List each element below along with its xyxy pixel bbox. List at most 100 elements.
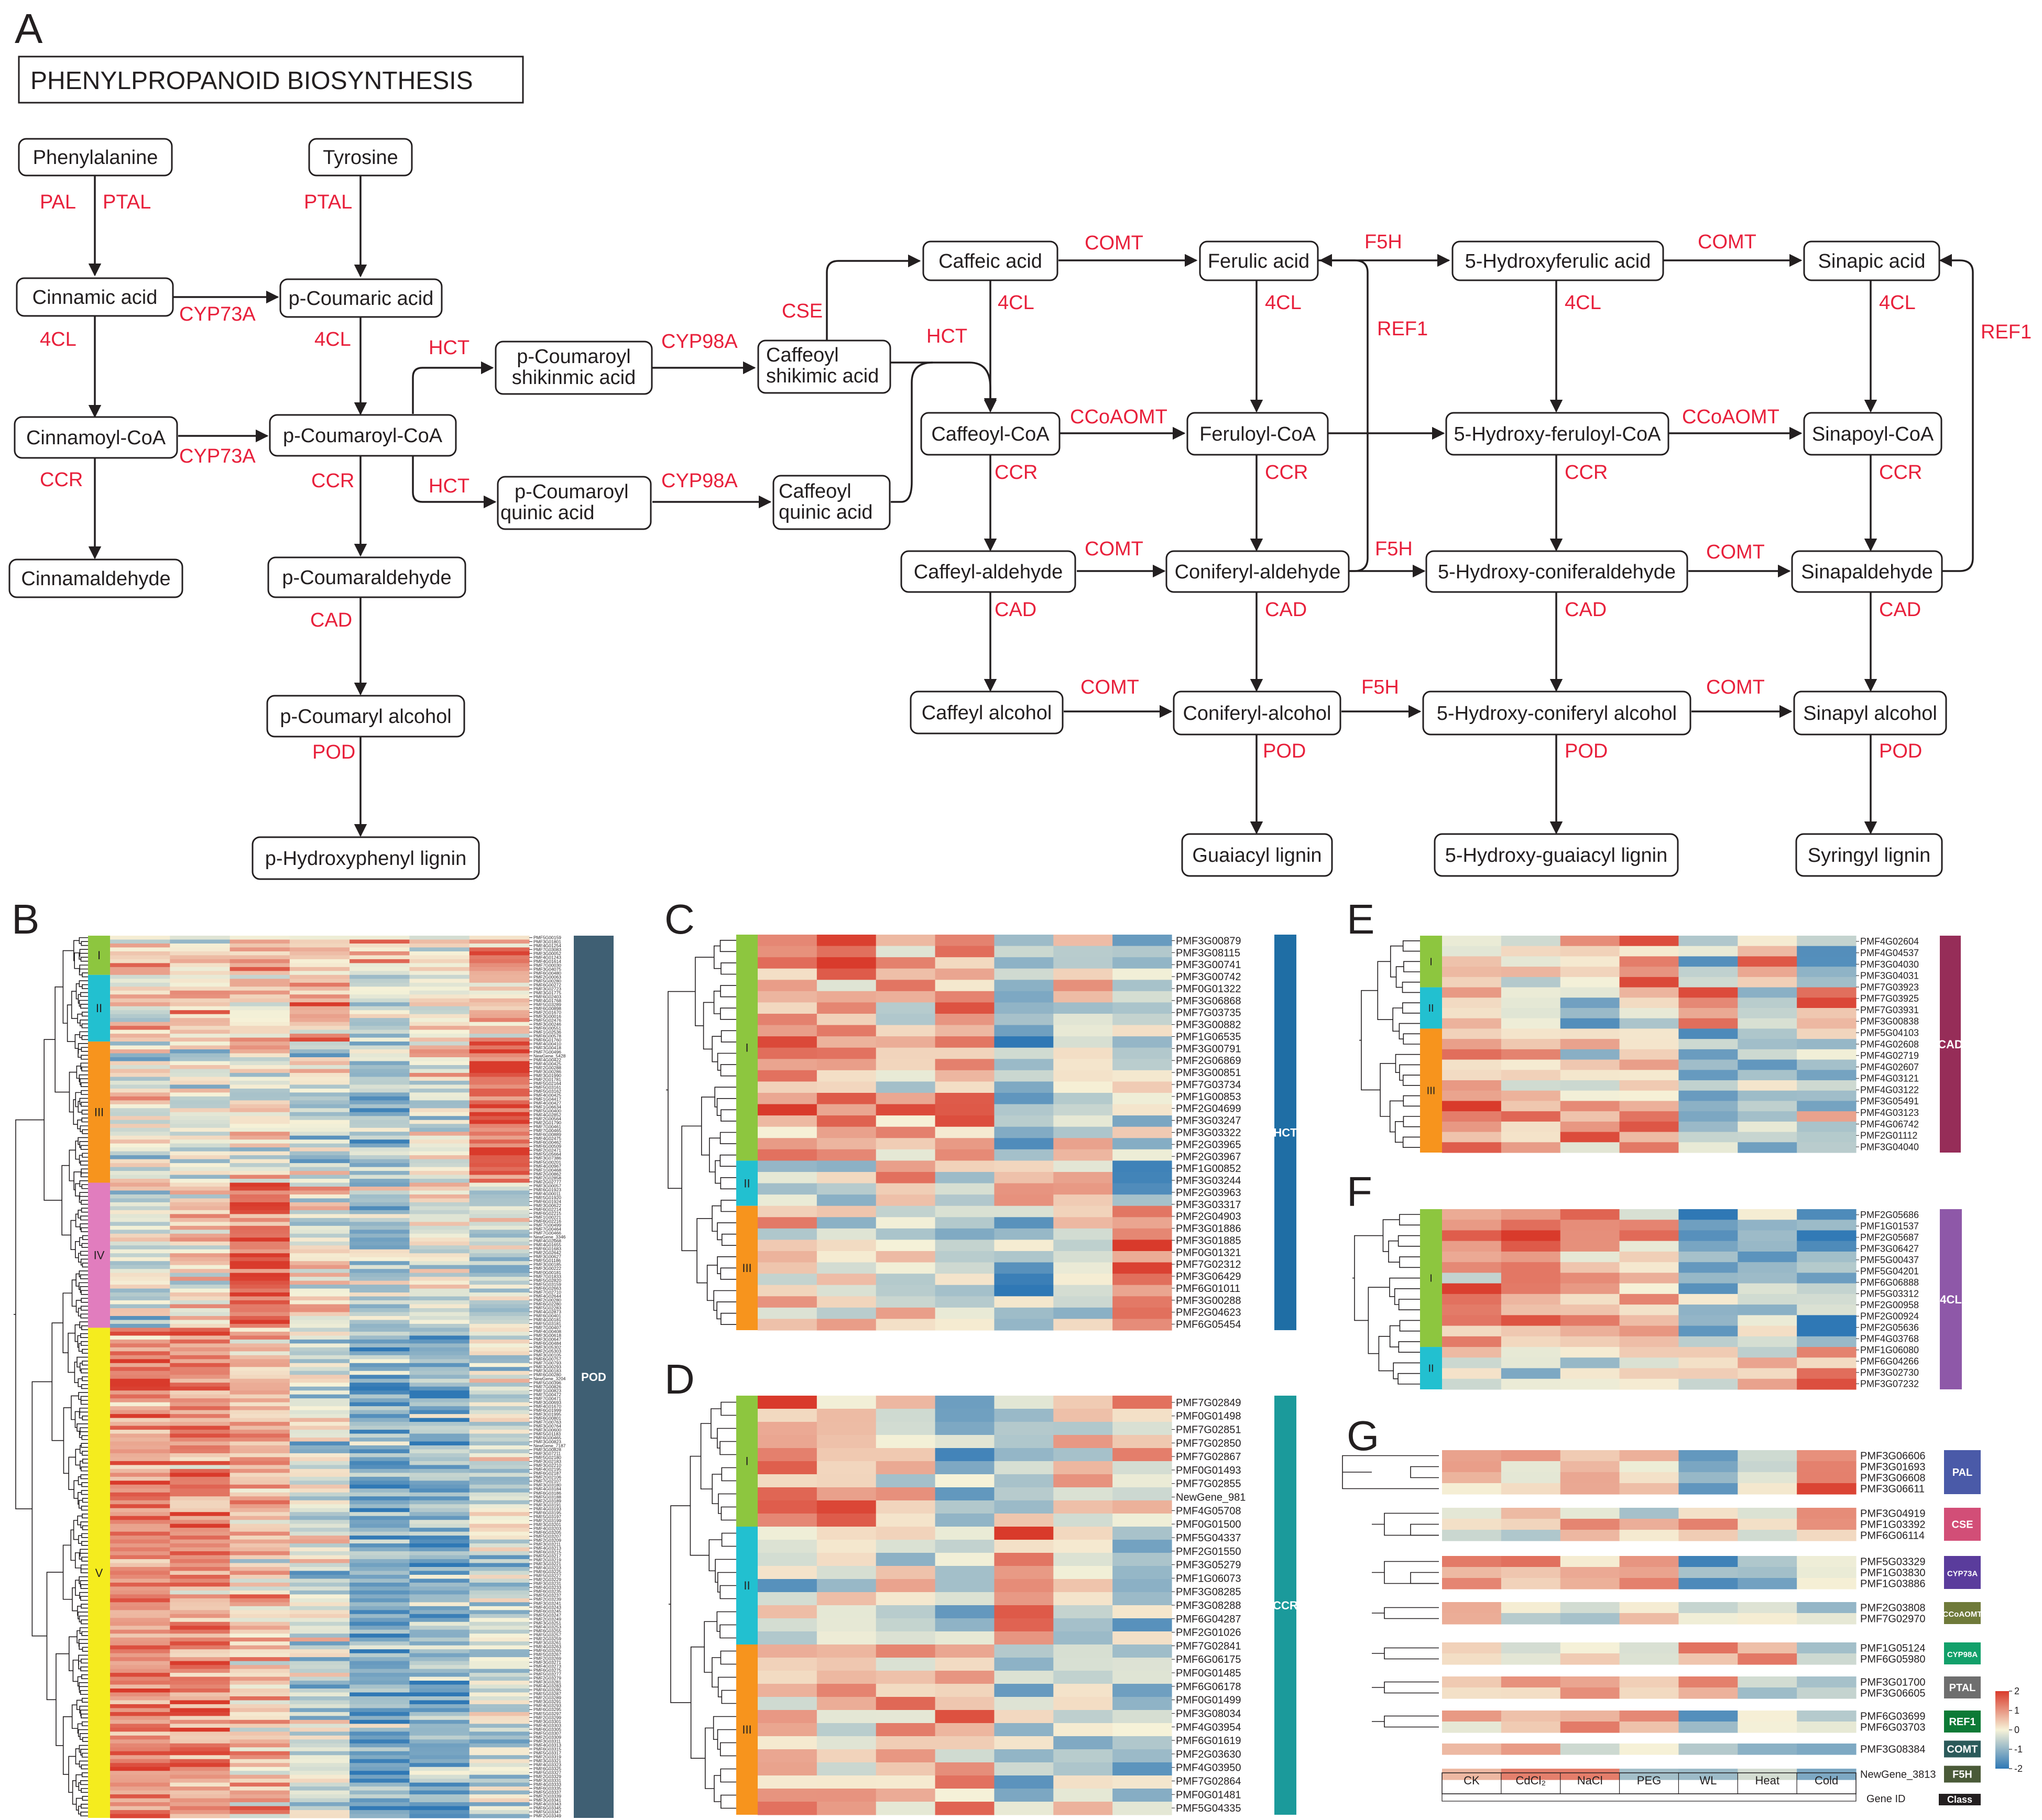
compound-caffeoyl-coa[interactable]: Caffeoyl-CoA: [920, 412, 1061, 456]
heatmap-cell: [110, 1026, 170, 1030]
compound-cinnamic-acid[interactable]: Cinnamic acid: [16, 277, 174, 317]
heatmap-cell: [1738, 1262, 1797, 1274]
compound-5-hydroxy-coniferaldehyde[interactable]: 5-Hydroxy-coniferaldehyde: [1425, 550, 1688, 593]
heatmap-cell: [170, 1771, 231, 1775]
gene-label: PMF3G03322: [1176, 1127, 1241, 1139]
heatmap-cell: [1442, 1461, 1502, 1473]
heatmap-cell: [170, 1586, 231, 1591]
heatmap-cell: [469, 1378, 530, 1383]
heatmap-cell: [409, 1574, 470, 1580]
compound-5-hydroxy-guaiacyl-lignin[interactable]: 5-Hydroxy-guaiacyl lignin: [1434, 833, 1679, 877]
heatmap-cell: [1797, 1378, 1857, 1390]
compound-cinnamoyl-coa[interactable]: Cinnamoyl-CoA: [14, 416, 178, 459]
gene-label: PMF1G06080: [1860, 1345, 1919, 1355]
heatmap-cell: [409, 1755, 470, 1760]
compound-p-coumaric-acid[interactable]: p-Coumaric acid: [279, 278, 443, 318]
heatmap-cell: [1560, 1220, 1620, 1231]
compound-ferulic-acid[interactable]: Ferulic acid: [1199, 240, 1319, 281]
heatmap-cell: [1738, 1336, 1797, 1347]
heatmap-cell: [110, 1582, 170, 1587]
heatmap-cell: [110, 1210, 170, 1214]
heatmap-cell: [110, 1665, 170, 1670]
heatmap-cell: [469, 1037, 530, 1042]
heatmap-cell: [110, 1410, 170, 1415]
compound-tyrosine[interactable]: Tyrosine: [308, 138, 413, 177]
heatmap-cell: [1442, 1121, 1502, 1133]
compound-guaiacyl-lignin[interactable]: Guaiacyl lignin: [1181, 833, 1333, 877]
heatmap-cell: [230, 994, 290, 999]
dendrogram-branch: [1402, 1002, 1420, 1014]
heatmap-cell: [110, 1465, 170, 1470]
dendrogram-branch: [79, 1074, 88, 1082]
heatmap-cell: [409, 1285, 470, 1289]
heatmap-cell: [110, 1590, 170, 1595]
heatmap-cell: [409, 1296, 470, 1301]
heatmap-cell: [1442, 1273, 1502, 1284]
compound-phenylalanine[interactable]: Phenylalanine: [18, 138, 173, 177]
dendrogram-branch: [79, 949, 88, 957]
compound-5-hydroxy-feruloyl-coa[interactable]: 5-Hydroxy-feruloyl-CoA: [1445, 412, 1669, 456]
heatmap-cell: [469, 1214, 530, 1219]
heatmap-cell: [1501, 1273, 1561, 1284]
compound-feruloyl-coa[interactable]: Feruloyl-CoA: [1186, 412, 1329, 456]
compound-p-hydroxyphenyl-lignin[interactable]: p-Hydroxyphenyl lignin: [252, 836, 480, 880]
enzyme-label: 4CL: [1879, 292, 1916, 314]
heatmap-cell: [816, 1775, 877, 1789]
heatmap-cell: [289, 1414, 350, 1419]
dendrogram-branch: [79, 1553, 88, 1560]
dendrogram-branch: [80, 1145, 88, 1150]
heatmap-cell: [469, 1363, 530, 1367]
compound-p-coumaraldehyde[interactable]: p-Coumaraldehyde: [267, 556, 466, 598]
heatmap-cell: [110, 1253, 170, 1258]
heatmap-cell: [876, 1194, 936, 1207]
compound-p-coumaryl-alcohol[interactable]: p-Coumaryl alcohol: [266, 695, 465, 738]
compound-sinapaldehyde[interactable]: Sinapaldehyde: [1791, 550, 1943, 593]
compound-sinapoyl-coa[interactable]: Sinapoyl-CoA: [1803, 412, 1942, 456]
heatmap-cell: [230, 1802, 290, 1807]
compound-5-hydroxy-coniferyl-alcohol[interactable]: 5-Hydroxy-coniferyl alcohol: [1422, 690, 1691, 736]
heatmap-cell: [469, 1198, 530, 1203]
compound-p-coumaroyl-coa[interactable]: p-Coumaroyl-CoA: [269, 414, 457, 457]
heatmap-cell: [469, 1645, 530, 1650]
compound-syringyl-lignin[interactable]: Syringyl lignin: [1795, 833, 1943, 877]
gene-label: PMF6G02187: [533, 1471, 561, 1476]
compound-sinapyl-alcohol[interactable]: Sinapyl alcohol: [1793, 690, 1947, 736]
gene-label: PMF3G00418: [533, 1045, 561, 1050]
heatmap-cell: [994, 1736, 1054, 1750]
heatmap-cell: [876, 1059, 936, 1071]
compound-sinapic-acid[interactable]: Sinapic acid: [1803, 240, 1940, 281]
heatmap-cell: [469, 1476, 530, 1481]
heatmap-cell: [1560, 1059, 1620, 1070]
heatmap-cell: [935, 1487, 995, 1501]
compound-caffeoyl-quinic-acid[interactable]: Caffeoyl quinic acid: [772, 475, 891, 530]
heatmap-cell: [409, 1426, 470, 1430]
compound-p-coumaroyl-quinic-acid[interactable]: p-Coumaroyl quinic acid: [497, 476, 652, 530]
heatmap-cell: [230, 1449, 290, 1454]
compound-p-coumaroyl-shikimic-acid[interactable]: p-Coumaroyl shikinmic acid: [495, 341, 653, 395]
compound-caffeoyl-shikimic-acid[interactable]: Caffeoyl shikimic acid: [757, 339, 891, 394]
compound-coniferyl-aldehyde[interactable]: Coniferyl-aldehyde: [1165, 550, 1350, 593]
heatmap-cell: [110, 1614, 170, 1618]
heatmap-cell: [1053, 1251, 1113, 1263]
compound-caffeic-acid[interactable]: Caffeic acid: [922, 240, 1058, 281]
compound-5-hydroxyferulic-acid[interactable]: 5-Hydroxyferulic acid: [1451, 240, 1664, 281]
heatmap-cell: [994, 1723, 1054, 1737]
compound-caffeyl-alcohol[interactable]: Caffeyl alcohol: [910, 690, 1064, 734]
compound-caffeyl-aldehyde[interactable]: Caffeyl-aldehyde: [900, 550, 1076, 593]
heatmap-cell: [110, 1092, 170, 1097]
heatmap-cell: [1053, 1474, 1113, 1488]
heatmap-cell: [935, 1527, 995, 1540]
heatmap-cell: [110, 1657, 170, 1662]
heatmap-cell: [758, 946, 817, 958]
heatmap-cell: [1442, 1039, 1502, 1050]
heatmap-cell: [1738, 1039, 1797, 1050]
compound-cinnamaldehyde[interactable]: Cinnamaldehyde: [8, 558, 183, 598]
panel-label-c: C: [664, 896, 695, 942]
heatmap-cell: [994, 1658, 1054, 1671]
heatmap-cell: [350, 1559, 410, 1564]
heatmap-cell: [230, 1528, 290, 1532]
enzyme-label: CCR: [1265, 462, 1308, 484]
gene-label: PMF4G03263: [533, 1644, 561, 1649]
compound-coniferyl-alcohol[interactable]: Coniferyl-alcohol: [1173, 690, 1341, 736]
heatmap-cell: [994, 1789, 1054, 1802]
